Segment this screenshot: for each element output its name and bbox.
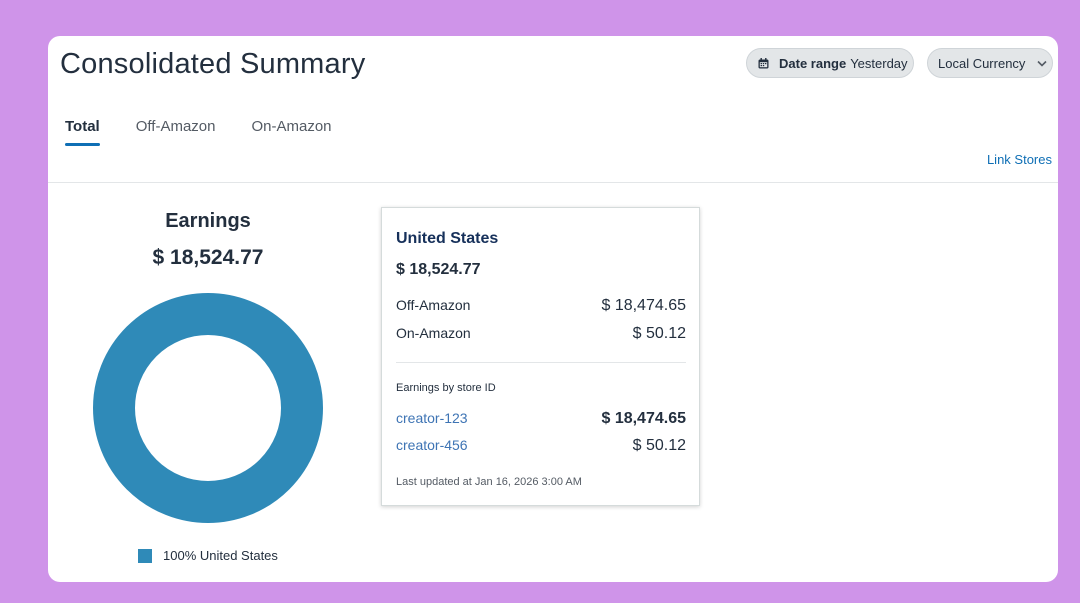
store-row: creator-123 $ 18,474.65 bbox=[396, 410, 686, 428]
store-earnings-value: $ 50.12 bbox=[632, 437, 686, 454]
region-earnings-card: United States $ 18,524.77 Off-Amazon $ 1… bbox=[381, 207, 700, 506]
on-amazon-value: $ 50.12 bbox=[632, 325, 686, 342]
calendar-icon bbox=[758, 57, 769, 68]
earnings-donut-chart bbox=[93, 293, 323, 523]
tab-total[interactable]: Total bbox=[65, 118, 100, 146]
tab-on-amazon[interactable]: On-Amazon bbox=[251, 118, 332, 135]
date-range-button[interactable]: Date range Yesterday bbox=[746, 48, 914, 78]
chevron-down-icon bbox=[1037, 60, 1048, 67]
date-range-label: Date range bbox=[779, 55, 847, 71]
on-amazon-row: On-Amazon $ 50.12 bbox=[396, 325, 686, 343]
store-id-link[interactable]: creator-456 bbox=[396, 437, 468, 453]
store-row: creator-456 $ 50.12 bbox=[396, 437, 686, 455]
off-amazon-row: Off-Amazon $ 18,474.65 bbox=[396, 297, 686, 315]
card-region-total: $ 18,524.77 bbox=[396, 261, 481, 278]
legend-label: 100% United States bbox=[163, 548, 278, 563]
tab-off-amazon[interactable]: Off-Amazon bbox=[135, 118, 216, 135]
off-amazon-value: $ 18,474.65 bbox=[601, 297, 686, 314]
off-amazon-label: Off-Amazon bbox=[396, 297, 471, 313]
store-breakdown-label: Earnings by store ID bbox=[396, 382, 496, 394]
earnings-total: $ 18,524.77 bbox=[152, 246, 264, 269]
legend-swatch bbox=[138, 548, 152, 563]
on-amazon-label: On-Amazon bbox=[396, 325, 471, 341]
summary-panel: Consolidated Summary Date range Yesterda… bbox=[48, 36, 1058, 582]
last-updated-text: Last updated at Jan 16, 2026 3:00 AM bbox=[396, 476, 582, 488]
currency-label: Local Currency bbox=[938, 55, 1026, 71]
page-title: Consolidated Summary bbox=[60, 48, 366, 80]
store-earnings-value: $ 18,474.65 bbox=[601, 410, 686, 427]
card-divider bbox=[396, 362, 686, 363]
donut-slice-united-states bbox=[93, 293, 323, 523]
card-region-title: United States bbox=[396, 230, 499, 247]
store-id-link[interactable]: creator-123 bbox=[396, 410, 468, 426]
tab-bar: Total Off-Amazon On-Amazon bbox=[65, 118, 368, 146]
chart-legend: 100% United States bbox=[138, 548, 278, 563]
currency-dropdown[interactable]: Local Currency bbox=[927, 48, 1053, 78]
link-stores-link[interactable]: Link Stores bbox=[986, 152, 1052, 167]
header-divider bbox=[48, 182, 1058, 183]
earnings-title: Earnings bbox=[165, 210, 251, 232]
date-range-value: Yesterday bbox=[850, 55, 908, 71]
